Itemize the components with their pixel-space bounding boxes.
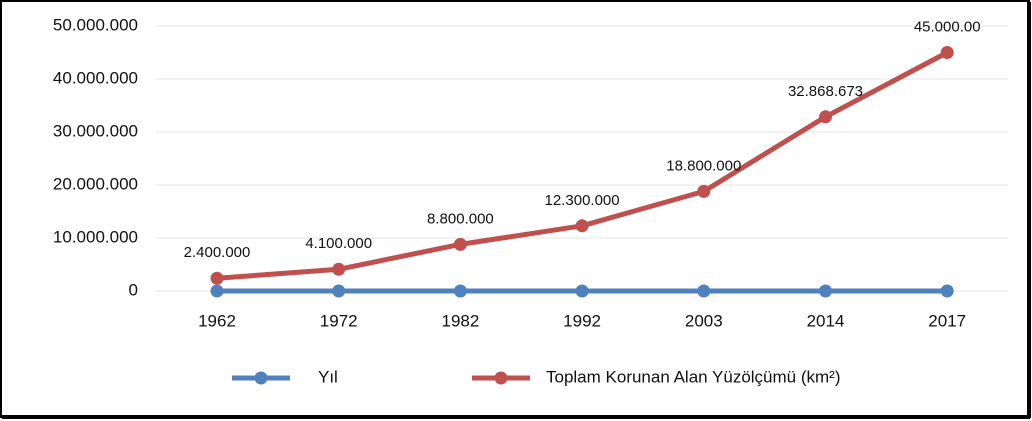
- legend-label: Yıl: [318, 367, 338, 386]
- point: [940, 46, 954, 59]
- data-label: 18.800.000: [666, 157, 741, 174]
- data-label: 4.100.000: [305, 235, 372, 252]
- point: [697, 184, 711, 198]
- y-tick-label: 40.000.000: [53, 68, 138, 87]
- point: [940, 284, 954, 298]
- point: [453, 284, 467, 298]
- x-tick-label: 2017: [928, 311, 966, 330]
- point: [819, 284, 832, 298]
- legend-marker: [254, 371, 268, 385]
- x-tick-label: 1982: [441, 311, 479, 330]
- point: [332, 262, 346, 276]
- legend-marker: [494, 371, 508, 385]
- legend-label: Toplam Korunan Alan Yüzölçümü (km²): [546, 367, 841, 386]
- point: [210, 284, 224, 298]
- y-tick-label: 20.000.000: [53, 174, 138, 193]
- data-label: 2.400.000: [184, 244, 251, 261]
- x-tick-label: 1992: [563, 311, 601, 330]
- data-label: 12.300.000: [545, 192, 620, 209]
- y-tick-label: 50.000.000: [53, 15, 138, 34]
- x-tick-label: 2003: [685, 311, 723, 330]
- x-tick-label: 2014: [807, 311, 845, 330]
- y-tick-label: 10.000.000: [53, 227, 138, 246]
- data-label: 32.868.673: [788, 83, 863, 100]
- point: [575, 219, 589, 233]
- point: [210, 271, 224, 285]
- point: [332, 284, 346, 298]
- point: [819, 110, 832, 124]
- data-label: 45.000.00: [914, 18, 981, 35]
- y-tick-label: 30.000.000: [53, 121, 138, 140]
- x-tick-label: 1972: [320, 311, 358, 330]
- y-tick-label: 0: [129, 280, 138, 299]
- x-tick-label: 1962: [198, 311, 236, 330]
- point: [453, 237, 467, 251]
- data-label: 8.800.000: [427, 210, 494, 227]
- point: [697, 284, 711, 298]
- point: [575, 284, 589, 298]
